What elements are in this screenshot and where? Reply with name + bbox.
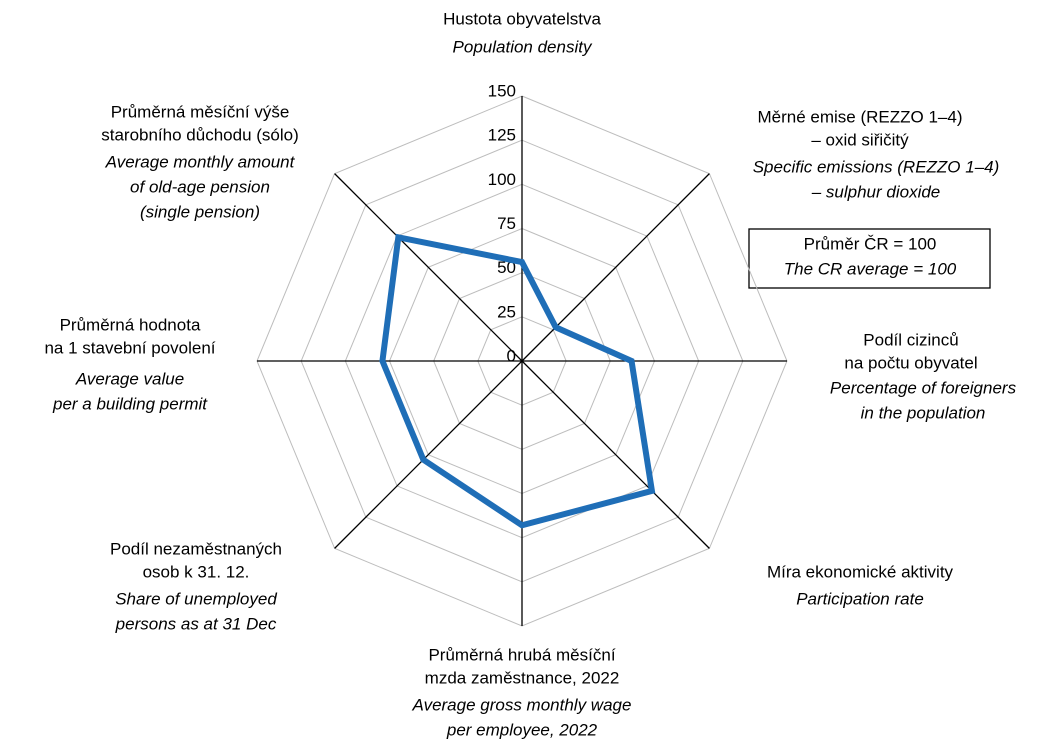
axis-label-en: per a building permit xyxy=(52,394,208,413)
series-line xyxy=(379,233,656,529)
axis-label-en: Share of unemployed xyxy=(115,589,277,608)
axis-label: Hustota obyvatelstva xyxy=(443,9,601,28)
axis-label: Míra ekonomické aktivity xyxy=(767,562,954,581)
axis-label-en: per employee, 2022 xyxy=(446,720,598,739)
axis-label: Průměrná hodnota xyxy=(60,315,201,334)
axis-label: Průměrná hrubá měsíční xyxy=(428,645,615,664)
axis-label: Podíl nezaměstnaných xyxy=(110,539,282,558)
axis-label-en: Participation rate xyxy=(796,589,924,608)
y-tick-label: 100 xyxy=(488,170,516,189)
annotation: Průměr ČR = 100 xyxy=(804,234,937,253)
axis-label: na 1 stavební povolení xyxy=(44,338,215,357)
y-tick-label: 75 xyxy=(497,214,516,233)
axis-label-en: – sulphur dioxide xyxy=(811,182,941,201)
annotation-box xyxy=(748,228,991,289)
axis-label: na počtu obyvatel xyxy=(844,353,977,372)
axis-line xyxy=(334,360,523,549)
axis-label-en: Average value xyxy=(75,369,184,388)
axis-label-en: Population density xyxy=(453,37,593,56)
axis-label: mzda zaměstnance, 2022 xyxy=(425,668,620,687)
axis-label: Průměrná měsíční výše xyxy=(111,102,290,121)
y-tick-label: 150 xyxy=(488,81,516,100)
axis-label-en: in the population xyxy=(861,403,986,422)
axis-line xyxy=(334,173,523,362)
axis-label-en: Average gross monthly wage xyxy=(412,695,632,714)
axis-label: Měrné emise (REZZO 1–4) xyxy=(758,107,963,126)
axis-label: starobního důchodu (sólo) xyxy=(101,125,299,144)
y-tick-label: 25 xyxy=(497,302,516,321)
axis-label-en: Average monthly amount xyxy=(105,152,296,171)
y-tick-label: 125 xyxy=(488,126,516,145)
annotation: The CR average = 100 xyxy=(784,259,957,278)
axis-label-en: Specific emissions (REZZO 1–4) xyxy=(753,157,1000,176)
axis-label-en: Percentage of foreigners xyxy=(830,378,1017,397)
axis-line xyxy=(521,173,710,362)
axis-line xyxy=(521,360,710,549)
axis-label: osob k 31. 12. xyxy=(143,562,250,581)
axis-label-en: persons as at 31 Dec xyxy=(115,614,277,633)
axis-label: Podíl cizinců xyxy=(863,330,958,349)
axis-label-en: (single pension) xyxy=(140,202,260,221)
axis-label-en: of old-age pension xyxy=(130,177,270,196)
y-tick-label: 0 xyxy=(507,346,516,365)
axis-label: – oxid siřičitý xyxy=(811,130,909,149)
